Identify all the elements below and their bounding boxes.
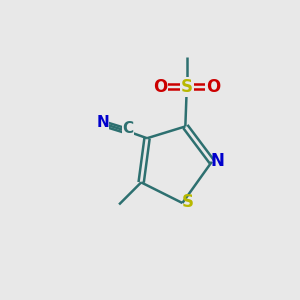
Text: O: O	[153, 78, 167, 96]
Text: S: S	[181, 78, 193, 96]
Text: S: S	[182, 193, 194, 211]
Text: N: N	[210, 152, 224, 170]
Text: O: O	[206, 78, 220, 96]
Text: C: C	[122, 121, 134, 136]
Text: N: N	[96, 115, 109, 130]
